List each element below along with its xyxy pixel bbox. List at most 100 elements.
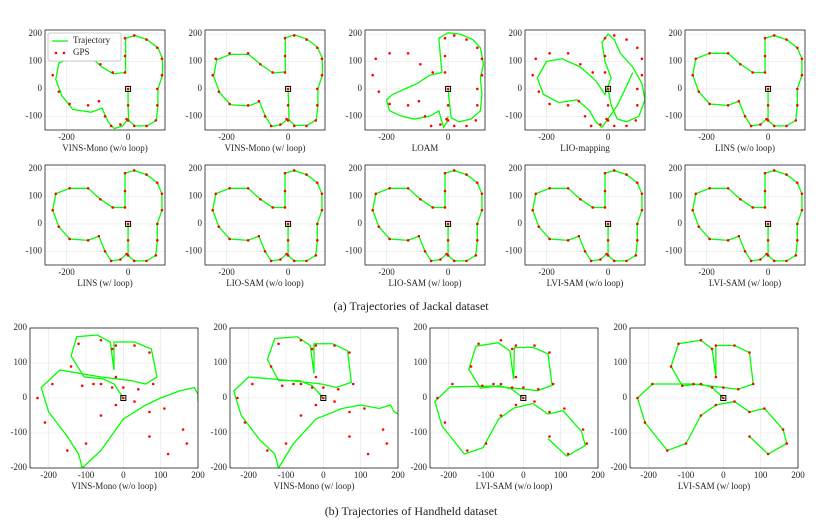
caption: (b) Trajectories of Handheld dataset (325, 504, 498, 518)
gps-point (423, 250, 427, 253)
y-tick-label: -100 (211, 427, 228, 437)
x-tick-label: 0 (721, 470, 726, 480)
start-marker (765, 85, 772, 92)
y-tick-label: -100 (26, 245, 43, 255)
gps-point (406, 51, 410, 55)
gps-point (583, 115, 587, 118)
plot-area (531, 169, 644, 263)
gps-point (465, 259, 468, 263)
y-tick-label: 200 (509, 28, 523, 38)
x-tick-label: -200 (218, 132, 235, 142)
y-tick-label: 0 (23, 392, 28, 402)
gps-point (534, 57, 538, 61)
gps-point (643, 421, 647, 424)
gps-point (371, 73, 374, 77)
gps-point (514, 403, 518, 407)
axes-frame (44, 29, 166, 131)
gps-point (259, 62, 262, 66)
gps-point (277, 342, 280, 346)
gps-point (537, 90, 541, 93)
gps-point (431, 71, 434, 74)
gps-point (476, 239, 479, 242)
y-tick-label: 100 (349, 191, 363, 201)
x-tick-label: 200 (791, 470, 805, 480)
gps-point (548, 351, 551, 354)
gps-point (606, 87, 610, 91)
x-tick-label: 200 (191, 470, 205, 480)
gps-point (443, 206, 447, 209)
gps-point (154, 254, 158, 257)
axes-frame (524, 164, 646, 266)
axes-frame (684, 164, 806, 266)
trajectory-line (636, 339, 788, 455)
y-tick-label: 200 (29, 163, 43, 173)
y-tick-label: -100 (666, 110, 683, 120)
gps-point (126, 222, 130, 226)
gps-point (322, 396, 325, 400)
gps-point (145, 38, 148, 41)
gps-point (748, 435, 751, 438)
y-tick-label: -100 (186, 245, 203, 255)
start-marker (125, 220, 132, 227)
y-tick-label: 200 (14, 322, 28, 332)
gps-point (69, 365, 73, 368)
gps-point (737, 99, 741, 103)
y-tick-label: 0 (518, 218, 523, 228)
gps-point (476, 181, 479, 185)
gps-point (748, 410, 751, 414)
gps-point (123, 189, 127, 193)
plot-area (36, 334, 198, 468)
x-tick-label: -200 (538, 267, 555, 277)
gps-point (122, 396, 125, 400)
gps-point (480, 192, 484, 196)
gps-point (465, 173, 468, 176)
gps-point (796, 104, 799, 107)
gps-point (125, 252, 128, 256)
gps-point (785, 124, 788, 128)
gps-point (763, 189, 767, 193)
y-tick-label: 0 (518, 83, 523, 93)
gps-point (246, 186, 250, 190)
gps-point (292, 124, 296, 128)
x-tick-label: -200 (218, 267, 235, 277)
gps-point (114, 344, 118, 347)
gps-point (452, 34, 456, 37)
gps-point (132, 169, 136, 172)
gps-point (603, 171, 607, 175)
start-marker (445, 220, 452, 227)
y-tick-label: -100 (346, 110, 363, 120)
gps-point (749, 124, 753, 128)
gps-point (133, 400, 136, 403)
gps-point (126, 87, 130, 91)
gps-point (443, 71, 447, 74)
gps-point (123, 36, 127, 40)
gps-point (708, 51, 711, 55)
gps-point (246, 104, 250, 107)
gps-point (726, 104, 730, 107)
trajectory-line (52, 169, 163, 262)
gps-point (286, 87, 290, 91)
gps-point (136, 387, 140, 391)
gps-point (669, 365, 673, 368)
gps-point (533, 400, 536, 403)
gps-point (333, 400, 336, 403)
gps-point (57, 225, 61, 228)
gps-point (772, 124, 776, 128)
gps-point (132, 124, 136, 128)
gps-point (123, 71, 127, 74)
gps-point (708, 186, 711, 190)
gps-point (474, 119, 478, 122)
x-tick-label: 0 (446, 267, 451, 277)
gps-point (684, 442, 688, 445)
gps-point (585, 442, 589, 445)
trajectory-line (692, 169, 803, 262)
y-tick-label: 100 (14, 357, 28, 367)
gps-point (429, 259, 433, 263)
gps-point (246, 239, 250, 242)
gps-point (214, 57, 218, 61)
x-axis-label: LIO-SAM (w/ loop) (389, 278, 462, 288)
gps-point (228, 237, 231, 241)
plot-area (531, 33, 645, 129)
y-tick-label: 100 (349, 56, 363, 66)
gps-point (446, 239, 450, 242)
